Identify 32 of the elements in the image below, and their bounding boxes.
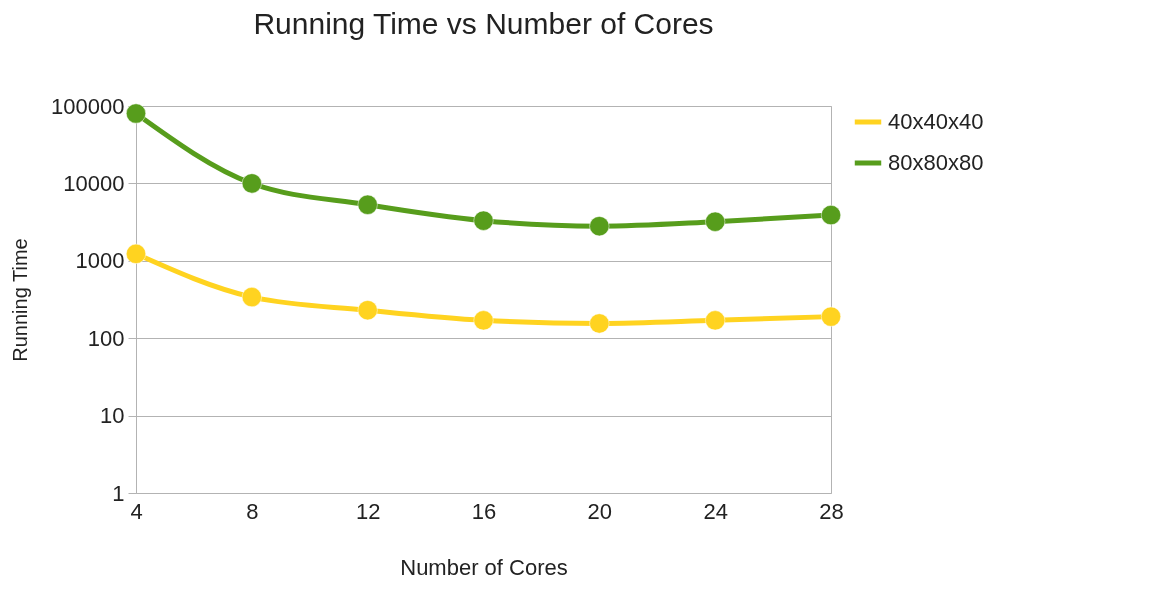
x-tick-label: 12 [355, 498, 381, 524]
y-tick-label: 100 [87, 325, 125, 351]
point [126, 243, 146, 264]
x-tick-label: 28 [819, 498, 844, 524]
point [473, 310, 494, 331]
point [705, 211, 726, 232]
point [473, 210, 494, 231]
y-axis-title: Running Time [9, 238, 32, 362]
point [241, 287, 262, 308]
point [821, 205, 841, 226]
point [589, 313, 610, 334]
point [821, 306, 841, 327]
x-axis-title: Number of Cores [400, 554, 568, 580]
y-tick-label: 100000 [51, 93, 125, 119]
legend-label: 40x40x40 [888, 109, 984, 134]
x-tick-label: 16 [471, 498, 497, 524]
point [705, 310, 726, 331]
point [589, 216, 610, 237]
point [241, 173, 262, 194]
point [357, 194, 378, 215]
x-tick-label: 8 [246, 498, 259, 524]
legend-label: 80x80x80 [888, 150, 984, 175]
y-tick-label: 1 [112, 480, 125, 506]
x-tick-label: 24 [703, 498, 728, 524]
x-tick-label: 20 [587, 498, 613, 524]
point [357, 300, 378, 321]
y-tick-label: 1000 [75, 248, 125, 274]
point [126, 103, 146, 124]
y-tick-label: 10000 [63, 170, 125, 196]
chart-title: Running Time vs Number of Cores [253, 7, 714, 40]
y-tick-label: 10 [100, 403, 125, 429]
x-tick-label: 4 [130, 498, 143, 524]
